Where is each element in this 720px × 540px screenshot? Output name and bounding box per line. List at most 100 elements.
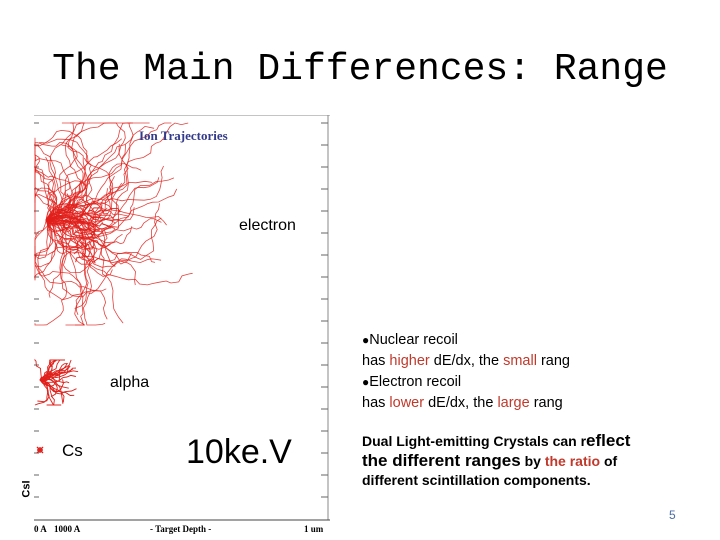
dual-text-1: Dual Light-emitting Crystals can r	[362, 433, 587, 449]
electron-mid: dE/dx, the	[424, 395, 498, 411]
electron-track	[34, 166, 57, 221]
axis-label-0: 0 A	[34, 524, 47, 534]
electron-track	[45, 219, 193, 286]
nuclear-post: rang	[536, 353, 570, 369]
electron-track	[79, 228, 101, 235]
dual-crystal-note: Dual Light-emitting Crystals can reflect…	[362, 431, 712, 490]
alpha-track	[39, 374, 76, 383]
dual-line-3: different scintillation components.	[362, 471, 712, 490]
nuclear-detail: has higher dE/dx, the small rang	[362, 351, 712, 372]
alpha-track	[39, 379, 55, 406]
dual-text-3: the different ranges	[362, 451, 521, 470]
recoil-bullets: ●Nuclear recoil has higher dE/dx, the sm…	[362, 330, 712, 414]
electron-track	[58, 214, 79, 223]
electron-track	[34, 219, 107, 301]
nuclear-heading: Nuclear recoil	[369, 332, 458, 348]
electron-track	[60, 203, 86, 210]
alpha-track	[39, 359, 58, 381]
electron-heading: Electron recoil	[369, 374, 462, 390]
depth-axis: 0 A 1000 A - Target Depth - 1 um	[34, 522, 330, 538]
alpha-track	[39, 359, 53, 382]
electron-track	[55, 193, 71, 214]
electron-label: electron	[239, 217, 296, 234]
electron-lower: lower	[389, 395, 425, 411]
electron-large: large	[497, 395, 530, 411]
electron-track	[45, 163, 142, 224]
electron-track	[60, 217, 72, 245]
electron-track	[75, 229, 94, 237]
electron-track	[45, 176, 120, 239]
electron-track	[45, 219, 88, 315]
electron-pre: has	[362, 395, 390, 411]
electron-track	[63, 237, 79, 255]
alpha-track	[39, 379, 77, 395]
plot-title: Ion Trajectories	[139, 128, 228, 143]
electron-track	[77, 208, 87, 229]
alpha-label: alpha	[110, 374, 150, 391]
electron-track	[90, 227, 112, 239]
bullet-nuclear: ●Nuclear recoil	[362, 330, 712, 351]
alpha-track	[34, 358, 42, 381]
energy-label: 10ke.V	[186, 433, 292, 471]
dual-text-6: of	[600, 453, 618, 469]
electron-track	[34, 219, 85, 326]
alpha-track	[37, 379, 50, 403]
electron-track	[45, 219, 86, 326]
nuclear-mid: dE/dx, the	[429, 353, 504, 369]
electron-track	[45, 219, 108, 274]
dual-line-1: Dual Light-emitting Crystals can reflect	[362, 431, 712, 451]
electron-track	[45, 219, 123, 244]
dual-line-2: the different ranges by the ratio of	[362, 451, 712, 471]
nuclear-small: small	[503, 353, 537, 369]
electron-track	[84, 230, 95, 250]
electron-track	[45, 217, 136, 286]
trajectory-canvas	[34, 115, 330, 521]
electron-track	[63, 226, 86, 240]
page-number: 5	[669, 508, 676, 522]
electron-track	[78, 201, 99, 221]
electron-track	[37, 219, 108, 320]
electron-track	[93, 222, 116, 230]
electron-track	[45, 122, 126, 221]
dual-text-5: the ratio	[544, 453, 601, 469]
electron-track	[70, 239, 91, 249]
electron-track	[88, 240, 95, 265]
axis-label-1um: 1 um	[304, 524, 324, 534]
electron-detail: has lower dE/dx, the large rang	[362, 393, 712, 414]
electron-track	[75, 241, 91, 263]
alpha-track	[39, 379, 65, 403]
axis-label-target-depth: - Target Depth -	[150, 524, 212, 534]
alpha-track	[39, 359, 61, 381]
electron-track	[45, 180, 97, 241]
electron-track	[45, 217, 162, 260]
electron-track	[62, 221, 81, 232]
electron-track	[45, 122, 172, 221]
electron-track	[45, 219, 132, 265]
electron-track	[45, 219, 65, 298]
electron-track	[45, 138, 123, 221]
electron-track	[34, 153, 54, 221]
nuclear-higher: higher	[389, 353, 430, 369]
electron-track	[85, 204, 103, 225]
slide-title: The Main Differences: Range	[52, 48, 668, 91]
ion-trajectory-plot: Ion Trajectories electron alpha Cs 10ke.…	[21, 115, 330, 540]
dual-text-7: different scintillation components.	[362, 472, 591, 488]
dual-text-2: eflect	[586, 431, 631, 450]
electron-track	[45, 219, 113, 277]
electron-track	[88, 216, 120, 222]
nuclear-pre: has	[362, 353, 390, 369]
dual-text-4: by	[520, 453, 545, 469]
cs-label: Cs	[62, 441, 83, 460]
electron-track	[45, 122, 88, 221]
electron-track	[78, 219, 96, 240]
electron-track	[45, 219, 156, 263]
axis-label-1000a: 1000 A	[54, 524, 81, 534]
cs-track	[36, 446, 44, 454]
electron-track	[45, 122, 93, 221]
bullet-dot-icon: ●	[362, 375, 370, 389]
electron-track	[45, 216, 106, 326]
electron-track	[86, 212, 101, 221]
electron-post: rang	[529, 395, 563, 411]
material-label: CsI	[20, 480, 33, 498]
bullet-electron: ●Electron recoil	[362, 372, 712, 393]
